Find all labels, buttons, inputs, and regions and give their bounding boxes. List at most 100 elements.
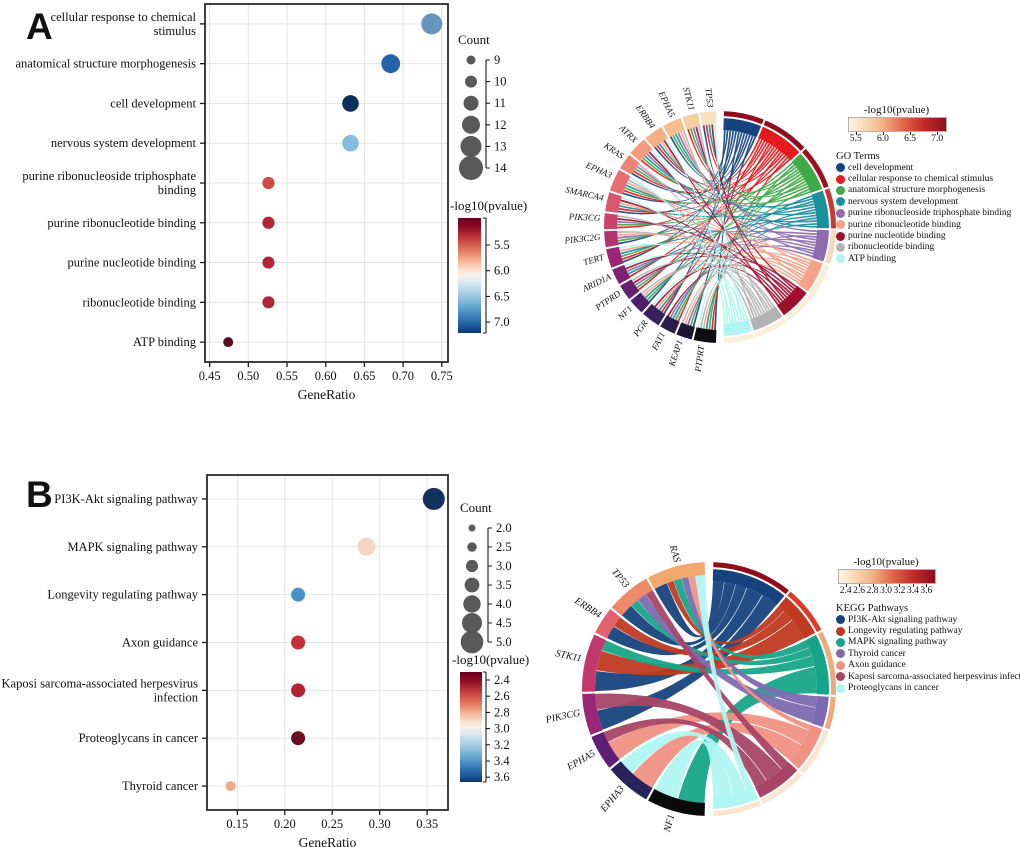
term-band bbox=[712, 787, 759, 809]
term-label: Axon guidance bbox=[848, 660, 906, 671]
ribbon bbox=[617, 220, 815, 250]
term-label: ATP binding bbox=[848, 253, 896, 264]
y-category-label: Thyroid cancer bbox=[122, 779, 199, 793]
pvalue-tick-label: 6.0 bbox=[494, 264, 510, 278]
pvalue-legend-title: -log10(pvalue) bbox=[452, 652, 529, 667]
term-color-swatch bbox=[836, 615, 845, 625]
gene-label: EPHA5 bbox=[656, 89, 677, 120]
term-rim bbox=[785, 294, 813, 321]
pvalue-tick-label: 6.5 bbox=[494, 289, 510, 303]
gene-band bbox=[662, 117, 685, 138]
y-category-label: MAPK signaling pathway bbox=[67, 540, 198, 554]
gene-band bbox=[630, 292, 651, 313]
chord-legend-item: Thyroid cancer bbox=[836, 648, 1020, 659]
term-label: Longevity regulating pathway bbox=[848, 626, 963, 637]
pvalue-legend-title: -log10(pvalue) bbox=[450, 198, 527, 213]
ribbon bbox=[692, 135, 754, 327]
term-band bbox=[712, 569, 785, 606]
ribbon bbox=[617, 231, 766, 314]
ribbon bbox=[625, 184, 817, 223]
term-band bbox=[754, 762, 798, 798]
chord-legend-item: nervous system development bbox=[836, 196, 1020, 207]
x-tick-label: 0.75 bbox=[431, 369, 453, 383]
pvalue-colorbar bbox=[460, 672, 482, 782]
term-band bbox=[798, 259, 823, 292]
kegg-chord-legend: -log10(pvalue) 2.4 2.6 2.8 3.0 3.2 3.4 3.6 KEGG … bbox=[836, 556, 1020, 694]
count-legend-dot bbox=[462, 115, 480, 134]
chord-colorbar bbox=[848, 117, 947, 132]
gene-label: PGR bbox=[631, 318, 650, 339]
axis-ticks bbox=[200, 23, 443, 367]
ribbon bbox=[619, 204, 816, 218]
dotplot-A: 0.45 0.50 0.55 0.60 0.65 0.70 0.75 GeneRatio cel… bbox=[16, 3, 527, 402]
term-rim bbox=[787, 591, 822, 632]
count-legend-value: 5.0 bbox=[496, 635, 512, 649]
x-tick-label: 0.70 bbox=[392, 369, 414, 383]
x-tick-label: 0.45 bbox=[199, 369, 221, 383]
ribbon bbox=[705, 124, 778, 183]
y-category-label: cellular response to chemical stimulus bbox=[51, 10, 197, 38]
pvalue-colorbar bbox=[458, 218, 481, 333]
pvalue-tick-label: 5.5 bbox=[494, 238, 510, 252]
ribbon bbox=[681, 272, 763, 324]
gene-label: KRAS bbox=[665, 545, 682, 563]
term-band bbox=[758, 126, 800, 161]
count-legend-dot bbox=[465, 559, 479, 573]
y-category-label: cell development bbox=[110, 96, 196, 110]
term-band bbox=[811, 695, 829, 728]
gene-label: ERBB4 bbox=[572, 595, 604, 621]
chord-legend-item: Proteoglycans in cancer bbox=[836, 682, 1020, 693]
count-legend-value: 12 bbox=[494, 118, 507, 132]
x-tick-label: 0.20 bbox=[274, 817, 296, 831]
term-label: cell development bbox=[848, 162, 914, 173]
ribbon bbox=[677, 143, 771, 322]
dots bbox=[223, 13, 443, 348]
dot bbox=[262, 296, 275, 309]
x-tick-label: 0.60 bbox=[315, 369, 337, 383]
ribbon bbox=[637, 594, 816, 723]
term-label: purine ribonucleotide binding bbox=[848, 219, 961, 230]
term-color-swatch bbox=[836, 637, 845, 647]
term-label: cellular response to chemical stimulus bbox=[848, 174, 994, 185]
gene-label: EPHA5 bbox=[565, 748, 598, 773]
chord-legend-item: cell development bbox=[836, 162, 1020, 173]
chord-colorbar-title: -log10(pvalue) bbox=[853, 556, 919, 568]
gene-band bbox=[648, 789, 706, 816]
term-label: Proteoglycans in cancer bbox=[848, 683, 939, 694]
gridlines bbox=[205, 4, 448, 362]
term-rim bbox=[760, 771, 803, 804]
chord-colorbar-title: -log10(pvalue) bbox=[863, 104, 930, 116]
term-color-swatch bbox=[836, 660, 845, 670]
term-rim bbox=[824, 188, 836, 229]
ribbons bbox=[595, 575, 817, 803]
gene-label: ERBB4 bbox=[633, 102, 657, 131]
dot bbox=[357, 537, 376, 556]
x-tick-label: 0.30 bbox=[369, 817, 391, 831]
gene-label: ARID1A bbox=[580, 271, 613, 294]
dot bbox=[291, 635, 306, 650]
count-legend-value: 9 bbox=[494, 53, 500, 67]
gene-band bbox=[660, 315, 680, 334]
chord-colorbar-ticks: 5.5 6.0 6.5 7.0 bbox=[849, 132, 944, 144]
count-legend-value: 2.0 bbox=[496, 521, 512, 535]
gene-label: STK11 bbox=[681, 86, 697, 112]
y-category-label: Kaposi sarcoma-associated herpesvirus inf… bbox=[2, 676, 199, 704]
pvalue-tick-label: 3.2 bbox=[494, 738, 510, 752]
ribbon bbox=[621, 731, 746, 795]
term-color-swatch bbox=[836, 683, 845, 693]
count-legend-value: 10 bbox=[494, 75, 507, 89]
ribbon bbox=[682, 130, 768, 313]
term-color-swatch bbox=[836, 208, 845, 218]
chord-legend-item: Axon guidance bbox=[836, 660, 1020, 671]
y-category-label: Proteoglycans in cancer bbox=[79, 731, 199, 745]
chord-legend-item: ATP binding bbox=[836, 253, 1020, 264]
x-axis-title: GeneRatio bbox=[299, 835, 357, 847]
term-label: purine nucleotide binding bbox=[848, 231, 946, 242]
x-axis-title: GeneRatio bbox=[298, 387, 356, 402]
term-color-swatch bbox=[836, 254, 845, 264]
chord-list-title: GO Terms bbox=[836, 151, 880, 162]
gene-label: EPHA3 bbox=[598, 784, 627, 815]
gene-band bbox=[609, 169, 631, 195]
term-band bbox=[750, 306, 783, 331]
